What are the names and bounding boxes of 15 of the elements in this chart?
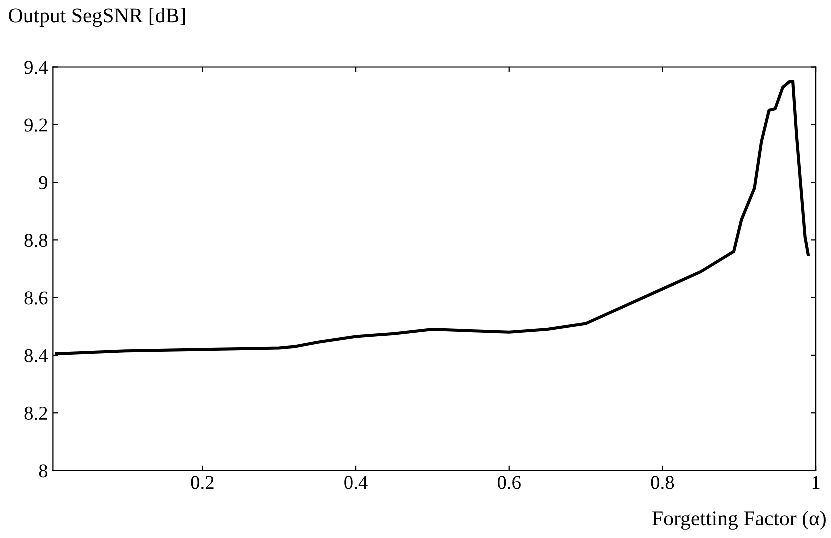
x-tick-label: 0.6 [498, 476, 521, 490]
x-tick-label: 0.8 [651, 476, 674, 490]
x-tick-label: 0.4 [344, 476, 368, 490]
y-tick-label: 9.4 [24, 61, 48, 74]
x-axis-title: Forgetting Factor (α) [652, 510, 826, 530]
y-tick-label: 8.2 [24, 406, 48, 420]
x-tick-label: 0.2 [191, 476, 214, 490]
x-tick-label: 1 [812, 476, 820, 490]
y-tick-label: 8.4 [24, 349, 48, 362]
y-tick-label: 9 [39, 176, 48, 190]
y-tick-label: 8 [39, 464, 48, 478]
y-tick-label: 9.2 [24, 118, 48, 132]
y-axis-title: Output SegSNR [dB] [9, 8, 186, 28]
y-tick-label: 8.8 [24, 234, 48, 248]
y-tick-label: 8.6 [24, 292, 48, 305]
